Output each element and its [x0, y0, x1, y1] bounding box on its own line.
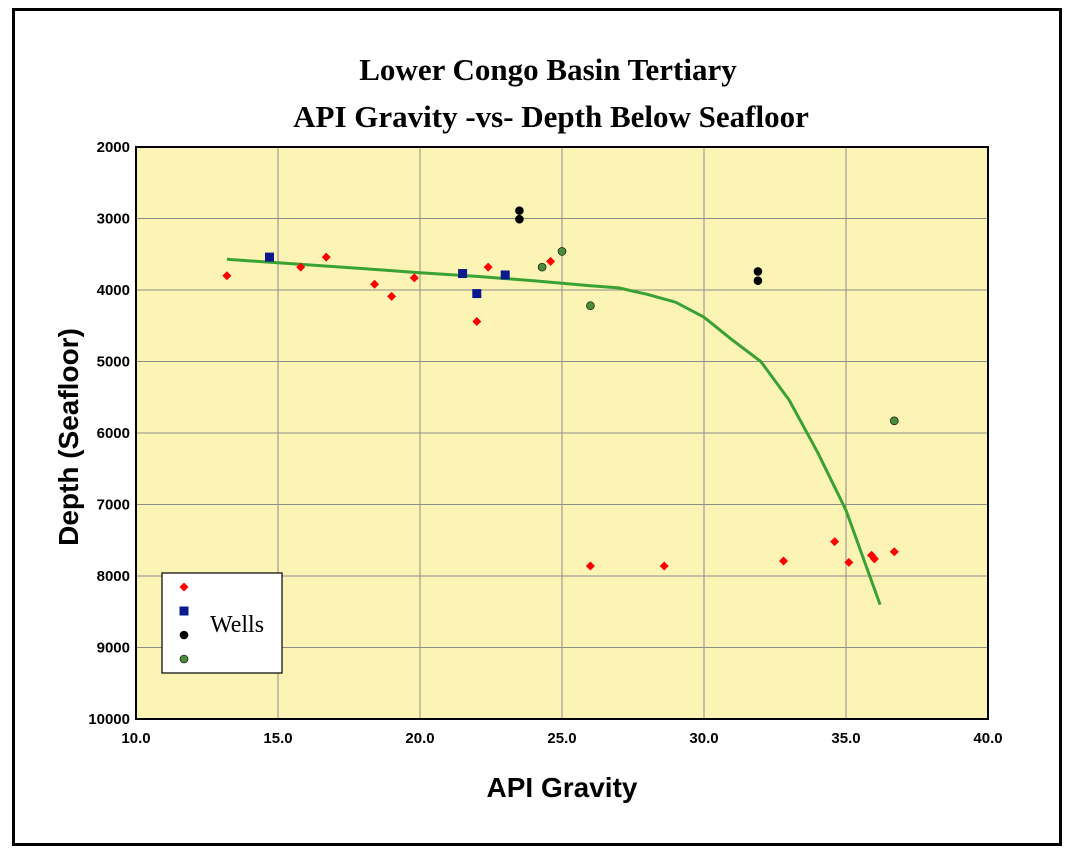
- plot-border: [135, 146, 989, 720]
- y-tick-label: 9000: [97, 640, 130, 657]
- chart-subtitle: API Gravity -vs- Depth Below Seafloor: [293, 99, 809, 134]
- y-tick-label: 7000: [97, 497, 130, 514]
- data-point-diamond: [889, 547, 899, 557]
- data-point-square: [264, 252, 274, 262]
- x-tick-label: 20.0: [405, 730, 434, 747]
- data-point-diamond: [483, 262, 493, 272]
- data-point-diamond: [409, 273, 419, 283]
- data-point-circle: [557, 247, 567, 256]
- data-point-diamond: [844, 557, 854, 567]
- x-tick-label: 40.0: [973, 730, 1002, 747]
- data-point-diamond: [387, 291, 397, 301]
- data-point-circle: [753, 267, 763, 276]
- trend-line: [226, 257, 882, 606]
- data-point-diamond: [321, 252, 331, 262]
- data-point-circle: [537, 262, 547, 272]
- data-point-circle: [753, 276, 763, 286]
- data-point-square: [458, 269, 468, 279]
- legend-marker-diamond: [179, 582, 189, 592]
- y-tick-label: 6000: [97, 425, 130, 442]
- legend-markers: [179, 582, 189, 664]
- data-point-diamond: [869, 554, 879, 564]
- data-point-square: [472, 289, 482, 299]
- data-point-circle: [515, 214, 524, 224]
- tick-labels: 10.0 15.0 20.0 25.0 30.0 35.0 40.0 2000 3000 4000…: [88, 139, 1002, 747]
- data-points: [222, 206, 899, 571]
- legend-marker-circle: [179, 654, 189, 664]
- y-axis-label: Depth (Seafloor): [53, 328, 84, 546]
- y-tick-label: 10000: [88, 711, 130, 728]
- data-point-diamond: [222, 271, 232, 281]
- y-tick-label: 5000: [97, 354, 130, 371]
- y-tick-label: 3000: [97, 211, 130, 228]
- legend-marker-square: [179, 606, 189, 616]
- legend: Wells: [161, 572, 283, 674]
- x-tick-label: 25.0: [547, 730, 576, 747]
- data-point-diamond: [830, 537, 840, 547]
- y-tick-label: 4000: [97, 282, 130, 299]
- x-axis-label: API Gravity: [487, 772, 638, 803]
- legend-label: Wells: [210, 612, 264, 638]
- x-tick-label: 10.0: [121, 730, 150, 747]
- data-point-circle: [515, 206, 524, 215]
- chart-title: Lower Congo Basin Tertiary: [359, 52, 737, 87]
- data-point-circle: [586, 301, 595, 311]
- data-point-diamond: [659, 561, 669, 571]
- data-point-diamond: [296, 262, 306, 272]
- data-point-diamond: [779, 556, 789, 566]
- data-point-diamond: [472, 316, 482, 326]
- data-point-diamond: [546, 256, 556, 266]
- x-tick-label: 35.0: [831, 730, 860, 747]
- data-point-diamond: [370, 279, 380, 289]
- x-tick-label: 30.0: [689, 730, 718, 747]
- data-point-diamond: [585, 561, 595, 571]
- y-tick-label: 2000: [97, 139, 130, 156]
- y-tick-label: 8000: [97, 568, 130, 585]
- legend-marker-circle: [179, 630, 189, 640]
- x-tick-label: 15.0: [263, 730, 292, 747]
- data-point-circle: [889, 416, 899, 426]
- data-point-square: [500, 270, 510, 280]
- trend-layer: [226, 257, 882, 606]
